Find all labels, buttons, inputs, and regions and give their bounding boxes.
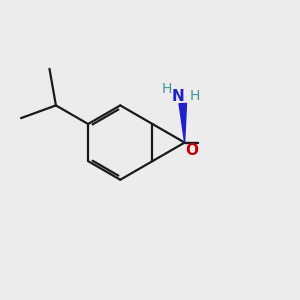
Text: H: H xyxy=(190,89,200,103)
Text: N: N xyxy=(171,88,184,104)
Text: H: H xyxy=(162,82,172,96)
Text: O: O xyxy=(185,143,198,158)
Polygon shape xyxy=(179,103,187,142)
